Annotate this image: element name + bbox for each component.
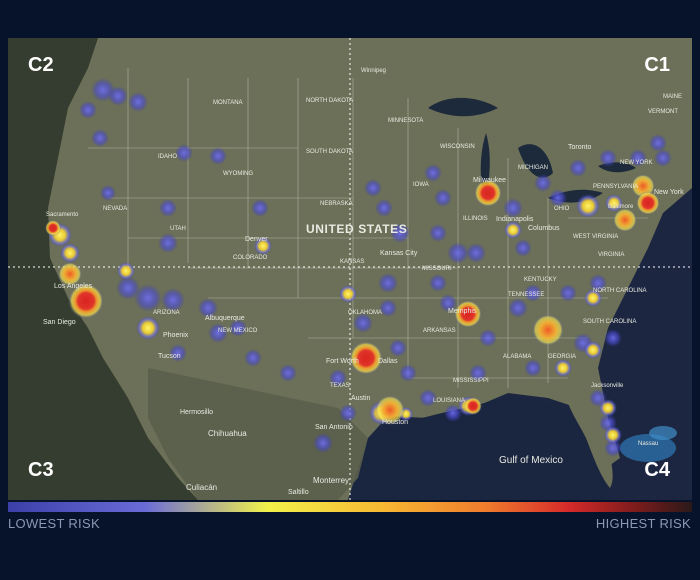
svg-text:ARKANSAS: ARKANSAS	[423, 328, 456, 334]
svg-text:UTAH: UTAH	[170, 226, 186, 232]
svg-text:NEW YORK: NEW YORK	[620, 160, 653, 166]
svg-text:Monterrey: Monterrey	[313, 476, 349, 485]
svg-text:MISSISSIPPI: MISSISSIPPI	[453, 378, 489, 384]
svg-text:ARIZONA: ARIZONA	[153, 310, 180, 316]
svg-text:NORTH DAKOTA: NORTH DAKOTA	[306, 98, 353, 104]
gulf-label: Gulf of Mexico	[499, 455, 563, 466]
svg-text:KANSAS: KANSAS	[340, 259, 364, 265]
svg-text:OHIO: OHIO	[554, 206, 570, 212]
svg-text:Houston: Houston	[382, 419, 408, 426]
svg-text:Los Angeles: Los Angeles	[54, 283, 93, 290]
svg-text:SOUTH CAROLINA: SOUTH CAROLINA	[583, 319, 636, 325]
svg-text:NEBRASKA: NEBRASKA	[320, 201, 353, 207]
map-panel[interactable]: UNITED STATES Gulf of Mexico MONTANA NOR…	[8, 38, 692, 500]
quadrant-label-c3: C3	[28, 459, 54, 481]
svg-text:SOUTH DAKOTA: SOUTH DAKOTA	[306, 149, 353, 155]
svg-text:Columbus: Columbus	[528, 225, 560, 232]
svg-text:MICHIGAN: MICHIGAN	[518, 165, 548, 171]
svg-text:New York: New York	[654, 189, 684, 196]
svg-text:TENNESSEE: TENNESSEE	[508, 292, 544, 298]
svg-text:Nassau: Nassau	[638, 441, 658, 447]
legend-low-label: LOWEST RISK	[8, 516, 100, 531]
heat-layer	[45, 78, 672, 457]
svg-text:San Antonio: San Antonio	[315, 424, 353, 431]
svg-text:Winnipeg: Winnipeg	[361, 68, 386, 74]
svg-text:Denver: Denver	[245, 236, 268, 243]
quadrant-label-c1: C1	[644, 54, 670, 76]
svg-text:Phoenix: Phoenix	[163, 332, 189, 339]
svg-text:IOWA: IOWA	[413, 182, 429, 188]
svg-text:Kansas City: Kansas City	[380, 250, 418, 257]
svg-text:Sacramento: Sacramento	[46, 212, 79, 218]
svg-text:Jacksonville: Jacksonville	[591, 383, 624, 389]
svg-text:Indianapolis: Indianapolis	[496, 216, 534, 223]
svg-text:Albuquerque: Albuquerque	[205, 315, 245, 322]
gulf-of-mexico	[348, 396, 608, 500]
svg-text:OKLAHOMA: OKLAHOMA	[348, 310, 382, 316]
svg-text:IDAHO: IDAHO	[158, 154, 177, 160]
lake-superior	[428, 97, 498, 117]
svg-text:VERMONT: VERMONT	[648, 109, 678, 115]
svg-text:MONTANA: MONTANA	[213, 100, 243, 106]
svg-text:NORTH CAROLINA: NORTH CAROLINA	[593, 288, 647, 294]
legend-high-label: HIGHEST RISK	[595, 516, 691, 531]
svg-text:Saltillo: Saltillo	[288, 489, 309, 496]
svg-text:TEXAS: TEXAS	[330, 383, 350, 389]
svg-text:COLORADO: COLORADO	[233, 255, 268, 261]
svg-text:Hermosillo: Hermosillo	[180, 409, 213, 416]
svg-text:Austin: Austin	[351, 395, 371, 402]
svg-text:WEST VIRGINIA: WEST VIRGINIA	[573, 234, 618, 240]
svg-text:Fort Worth: Fort Worth	[326, 358, 359, 365]
svg-text:Dallas: Dallas	[378, 358, 398, 365]
risk-legend-gradient	[8, 502, 692, 512]
svg-text:NEW MEXICO: NEW MEXICO	[218, 328, 258, 334]
svg-text:Baltimore: Baltimore	[608, 204, 634, 210]
country-label: UNITED STATES	[306, 222, 407, 236]
svg-text:Memphis: Memphis	[448, 308, 477, 315]
lake-huron	[518, 144, 553, 178]
svg-text:Milwaukee: Milwaukee	[473, 177, 506, 184]
svg-text:ILLINOIS: ILLINOIS	[463, 216, 488, 222]
quadrant-label-c2: C2	[28, 54, 54, 76]
svg-text:San Diego: San Diego	[43, 319, 76, 326]
svg-text:ALABAMA: ALABAMA	[503, 354, 531, 360]
svg-text:VIRGINIA: VIRGINIA	[598, 252, 624, 258]
svg-text:MINNESOTA: MINNESOTA	[388, 118, 423, 124]
svg-text:Chihuahua: Chihuahua	[208, 429, 247, 438]
map-canvas: UNITED STATES Gulf of Mexico MONTANA NOR…	[8, 38, 692, 500]
svg-text:LOUISIANA: LOUISIANA	[433, 398, 465, 404]
svg-text:Culiacán: Culiacán	[186, 483, 217, 492]
svg-text:WYOMING: WYOMING	[223, 171, 253, 177]
svg-text:Tucson: Tucson	[158, 353, 181, 360]
svg-text:MAINE: MAINE	[663, 94, 682, 100]
svg-text:MISSOURI: MISSOURI	[422, 266, 452, 272]
svg-text:NEVADA: NEVADA	[103, 206, 127, 212]
map-labels: UNITED STATES Gulf of Mexico MONTANA NOR…	[43, 68, 684, 496]
svg-text:GEORGIA: GEORGIA	[548, 354, 576, 360]
svg-text:Toronto: Toronto	[568, 144, 591, 151]
svg-text:KENTUCKY: KENTUCKY	[524, 277, 557, 283]
florida	[568, 403, 613, 488]
svg-text:PENNSYLVANIA: PENNSYLVANIA	[593, 184, 638, 190]
svg-text:WISCONSIN: WISCONSIN	[440, 144, 475, 150]
quadrant-label-c4: C4	[644, 459, 670, 481]
